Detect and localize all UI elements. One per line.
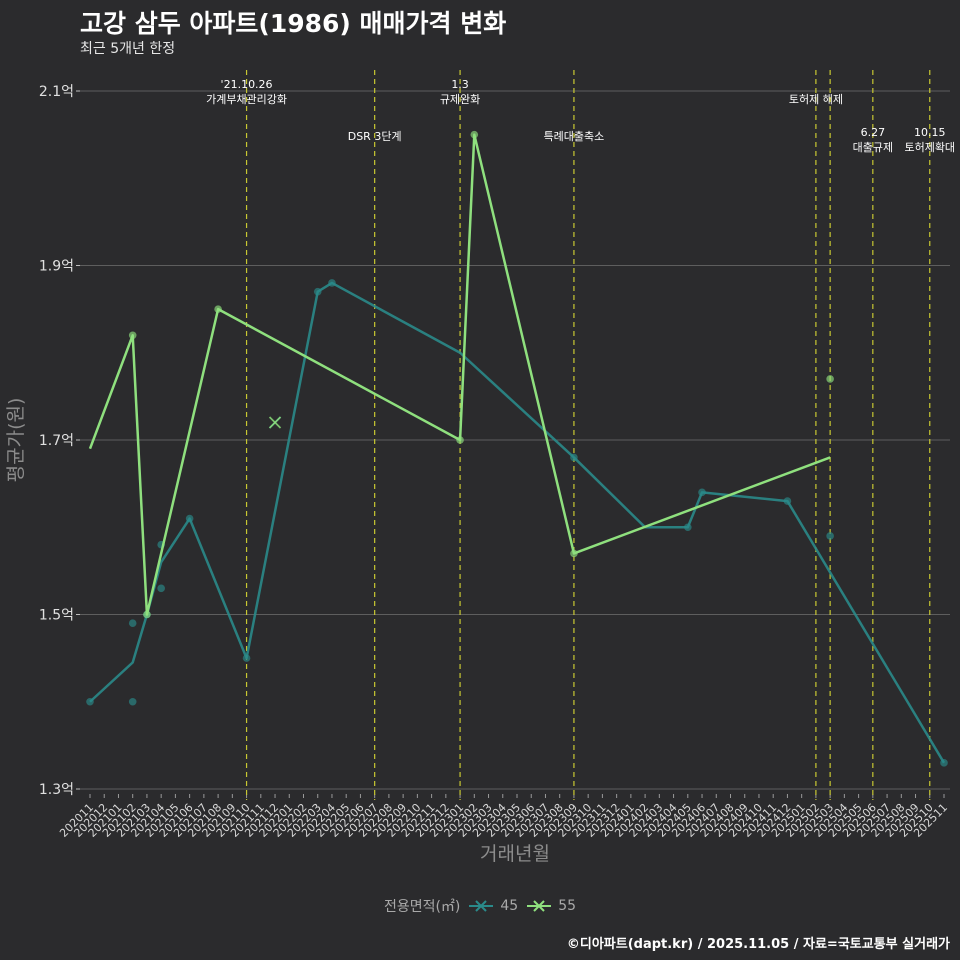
data-point-55 [214, 305, 222, 313]
data-point-45 [684, 523, 692, 532]
legend: 전용면적(㎡) 45 55 [0, 896, 960, 916]
data-point-55 [143, 610, 151, 619]
event-label: 특례대출축소 [544, 130, 605, 143]
data-point-45 [128, 619, 137, 628]
legend-key-45-icon [469, 900, 494, 912]
event-label: 규제완화 [440, 93, 480, 106]
data-point-45 [86, 697, 94, 706]
data-point-45 [826, 532, 834, 540]
y-tick-label: 1.3억 [39, 782, 74, 798]
data-point-45 [783, 497, 792, 505]
event-label: DSR 3단계 [348, 130, 402, 143]
event-label: 대출규제 [853, 141, 893, 154]
source-caption: ©디아파트(dapt.kr) / 2025.11.05 / 자료=국토교통부 실… [566, 937, 950, 952]
series-line-55 [88, 133, 831, 616]
legend-item-45: 45 [468, 898, 518, 914]
event-label: 토허제확대 [904, 141, 955, 154]
event-label: 토허제 해제 [789, 92, 843, 106]
data-point-55 [826, 375, 834, 383]
x-axis-title: 거래년월 [480, 843, 550, 865]
event-label: 10.15 [914, 126, 946, 139]
legend-key-55-icon [527, 900, 552, 912]
data-point-45 [128, 697, 137, 706]
chart-title: 고강 삼두 아파트(1986) 매매가격 변화 [80, 9, 507, 38]
event-label: 가계부채관리강화 [206, 93, 287, 106]
data-point-45 [328, 279, 336, 287]
y-tick-label: 1.9억 [39, 259, 74, 275]
event-label: 6.27 [861, 126, 886, 139]
legend-title: 전용면적(㎡) [383, 899, 461, 915]
data-point-45 [157, 584, 165, 593]
event-label: '21.10.26 [221, 78, 273, 91]
legend-label-45: 45 [500, 898, 519, 914]
data-point-55 [456, 436, 464, 444]
legend-label-55: 55 [558, 898, 577, 914]
legend-item-55: 55 [526, 898, 576, 914]
y-tick-label: 1.7억 [39, 433, 74, 449]
data-point-45 [313, 287, 322, 296]
data-point-45 [698, 488, 706, 497]
y-tick-label: 1.5억 [39, 608, 74, 624]
chart-subtitle: 최근 5개년 한정 [80, 41, 176, 57]
data-point-45 [570, 453, 578, 462]
data-point-55 [570, 549, 578, 558]
y-tick-label: 2.1억 [39, 84, 74, 100]
event-label: 1.3 [451, 78, 469, 91]
data-point-55 [128, 331, 137, 340]
data-point-45 [185, 514, 194, 523]
data-point-55 [470, 130, 479, 139]
data-point-45 [940, 759, 948, 767]
y-axis-title: 평균가(원) [5, 398, 27, 483]
data-point-45 [242, 654, 251, 662]
cross-marker-55 [268, 416, 282, 429]
